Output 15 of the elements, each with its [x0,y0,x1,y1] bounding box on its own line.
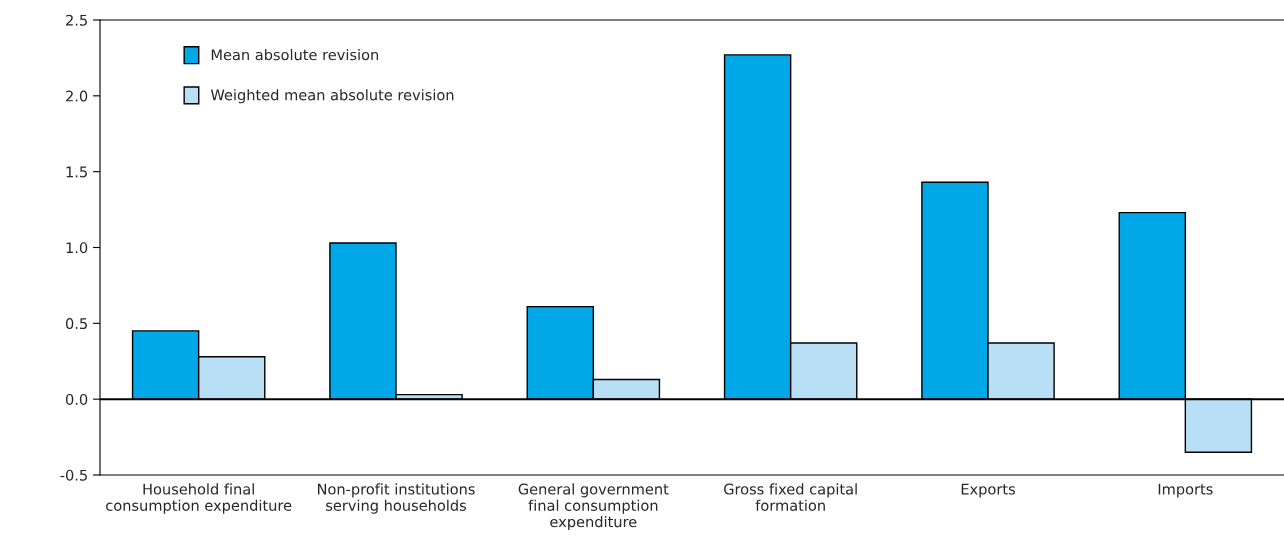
y-tick-label: 2.0 [66,90,88,102]
x-tick-label: Household final consumption expenditure [106,483,292,514]
y-tick-label: 0.5 [65,318,87,330]
legend-label: Mean absolute revision [211,48,379,61]
x-tick-label: Imports [1158,483,1213,498]
y-tick-label: 2.5 [66,14,87,26]
x-tick-label: Non-profit institutions serving households [318,483,475,514]
y-tick-label: 0.0 [65,393,88,405]
x-tick-label: Gross fixed capital formation [724,483,857,511]
y-tick-label: -0.5 [60,469,87,481]
x-tick-label: General government final consumption expenditure [518,483,669,531]
y-tick-label: 1.0 [66,242,88,254]
legend-label: Weighted mean absolute revision [210,89,454,104]
y-tick-label: 1.5 [66,166,87,178]
x-tick-label: Exports [961,483,1015,498]
